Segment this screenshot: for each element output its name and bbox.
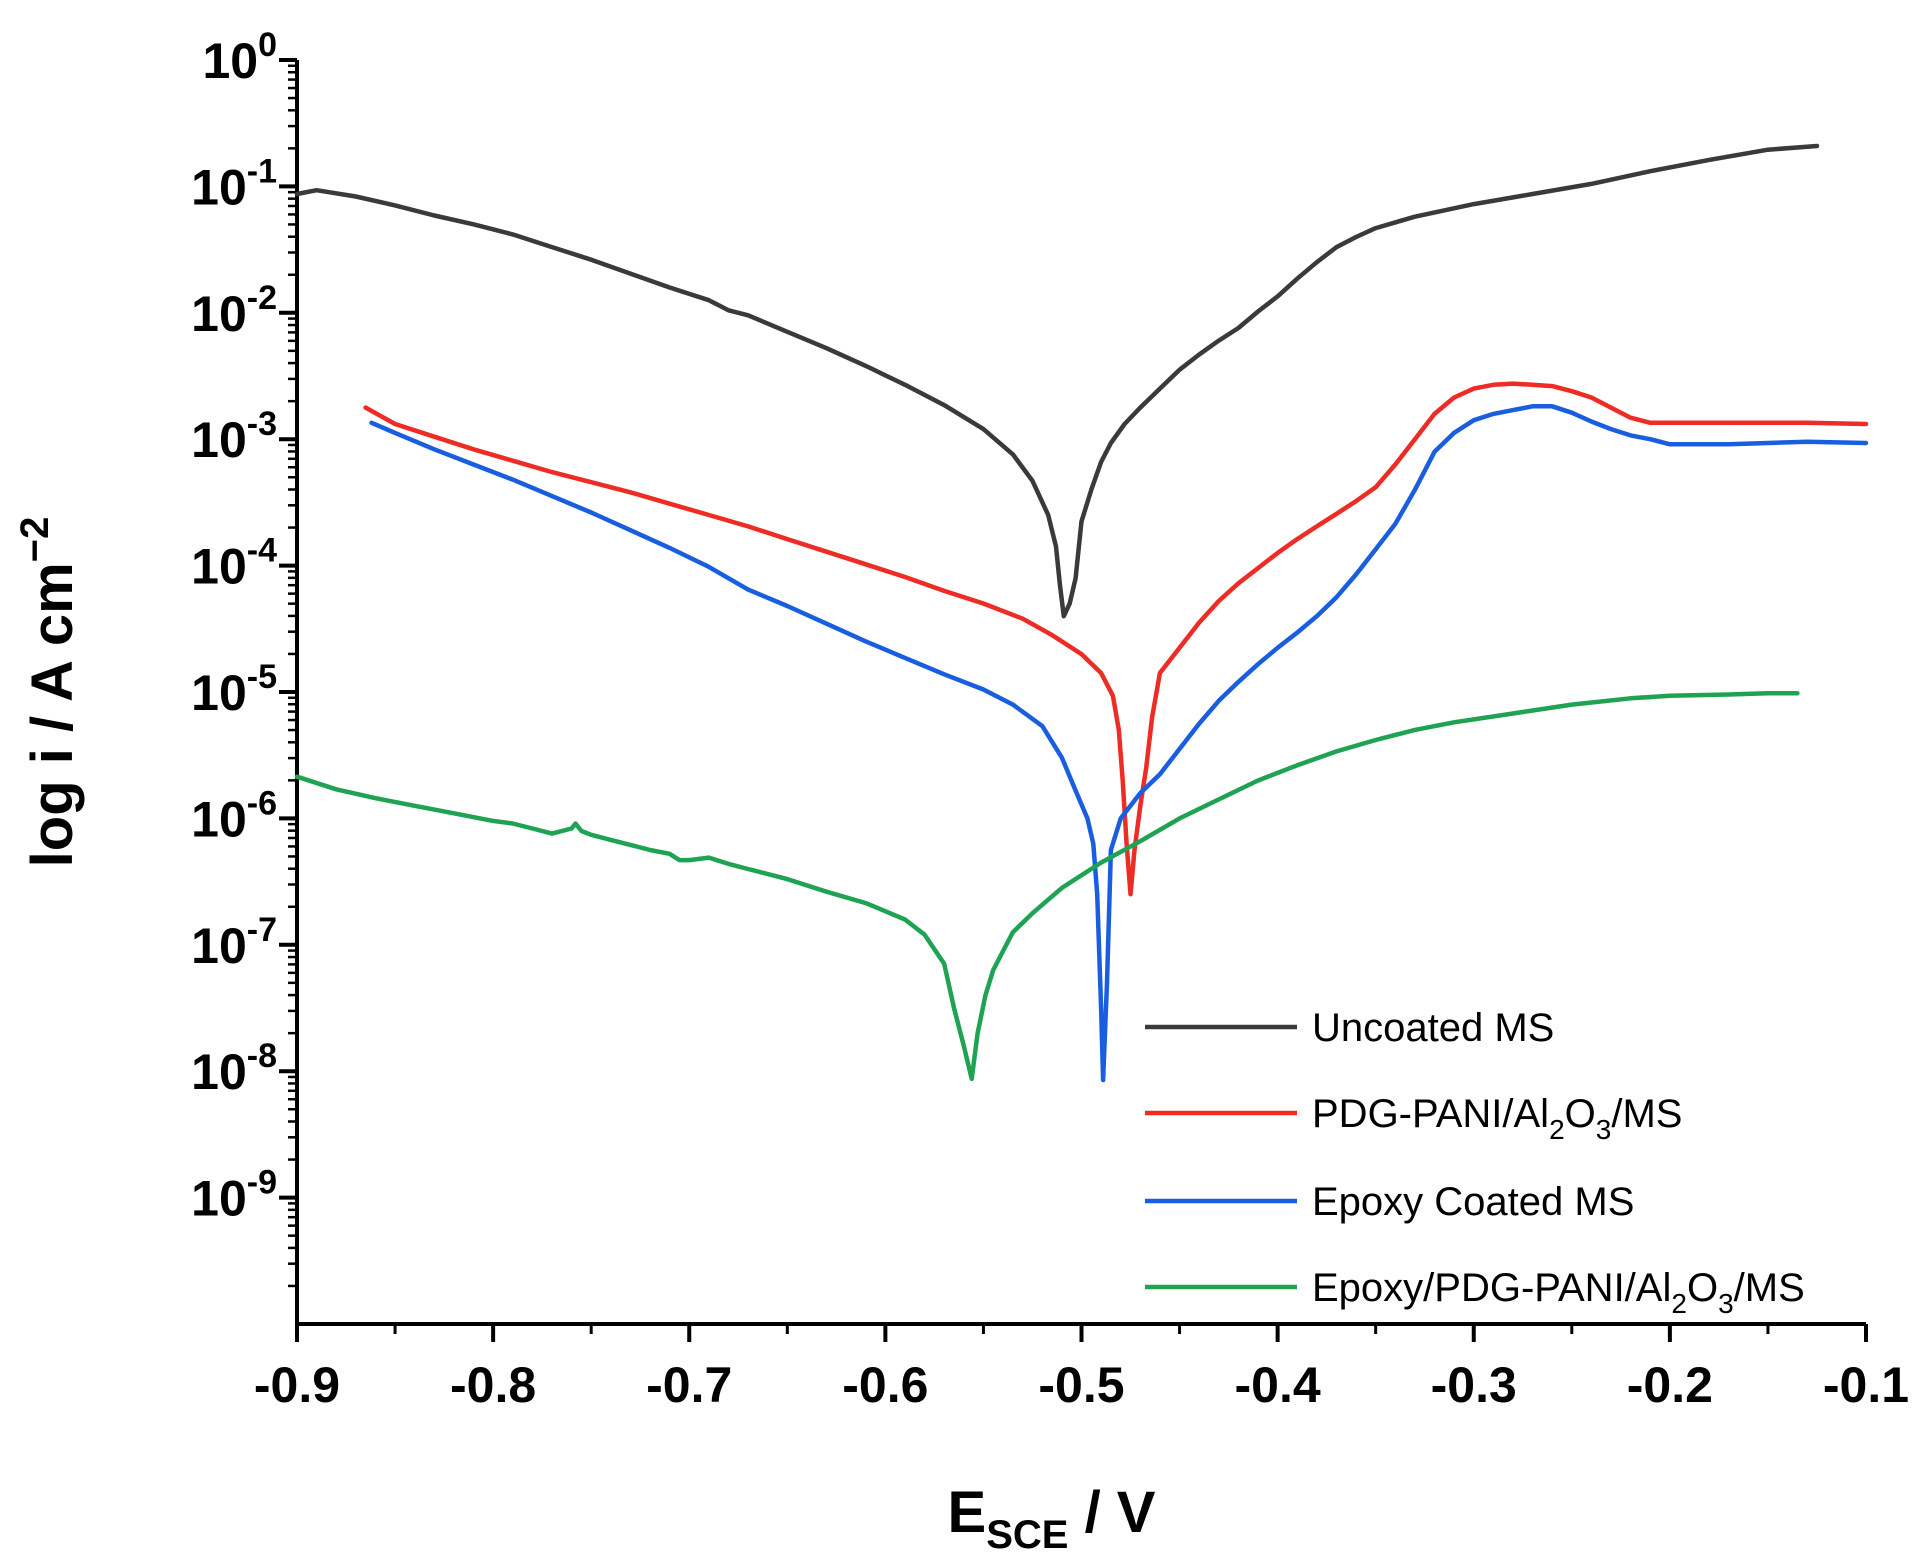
y-tick-label: 10-5	[191, 658, 277, 721]
x-tick-label: -0.3	[1431, 1357, 1517, 1413]
series-line-3	[294, 691, 1800, 1082]
y-tick-label: 100	[202, 26, 277, 89]
legend-label-part: /MS	[1734, 1266, 1805, 1310]
x-tick-label: -0.5	[1038, 1357, 1124, 1413]
legend-label-part: Epoxy/PDG-PANI/Al	[1312, 1266, 1671, 1310]
series-line-2	[369, 404, 1869, 1083]
legend-label-part: Uncoated MS	[1312, 1006, 1554, 1050]
y-tick-label: 10-8	[191, 1037, 277, 1100]
series-line-1	[363, 381, 1869, 897]
x-tick-label: -0.6	[842, 1357, 928, 1413]
y-tick-base: 10	[191, 1171, 247, 1227]
legend-label-part: 2	[1549, 1114, 1565, 1145]
y-tick-base: 10	[191, 918, 247, 974]
x-tick-label: -0.4	[1235, 1357, 1321, 1413]
y-tick-exponent: -6	[247, 784, 277, 822]
x-tick-label: -0.9	[254, 1357, 340, 1413]
x-tick-label: -0.1	[1823, 1357, 1909, 1413]
y-tick-exponent: -2	[247, 279, 277, 317]
legend-label-part: 2	[1671, 1288, 1687, 1319]
legend-label-part: /MS	[1611, 1092, 1682, 1136]
y-tick-exponent: -9	[247, 1164, 277, 1202]
y-tick-base: 10	[191, 286, 247, 342]
y-title-main: log i / A cm	[20, 562, 85, 867]
y-axis-title: log i / A cm−2	[13, 517, 85, 868]
y-tick-label: 10-3	[191, 405, 277, 468]
legend-label-part: O	[1687, 1266, 1718, 1310]
legend-label-part: PDG-PANI/Al	[1312, 1092, 1549, 1136]
y-tick-base: 10	[191, 159, 247, 215]
series-layer	[294, 143, 1869, 1083]
legend-label-1: PDG-PANI/Al2O3/MS	[1312, 1092, 1682, 1145]
y-tick-exponent: 0	[258, 26, 277, 64]
y-tick-label: 10-6	[191, 784, 277, 847]
y-tick-base: 10	[202, 33, 258, 89]
y-tick-exponent: -3	[247, 405, 277, 443]
legend-label-part: 3	[1718, 1288, 1734, 1319]
legend-label-part: O	[1565, 1092, 1596, 1136]
y-tick-exponent: -1	[247, 152, 277, 190]
x-tick-label: -0.2	[1627, 1357, 1713, 1413]
x-title-sub: SCE	[986, 1513, 1068, 1557]
y-tick-exponent: -5	[247, 658, 277, 696]
y-tick-base: 10	[191, 665, 247, 721]
y-tick-label: 10-7	[191, 911, 277, 974]
y-tick-label: 10-2	[191, 279, 277, 342]
y-tick-exponent: -4	[247, 532, 277, 570]
y-tick-base: 10	[191, 1044, 247, 1100]
legend-label-part: Epoxy Coated MS	[1312, 1180, 1634, 1224]
legend-label-3: Epoxy/PDG-PANI/Al2O3/MS	[1312, 1266, 1805, 1319]
legend-label-part: 3	[1596, 1114, 1612, 1145]
y-tick-base: 10	[191, 412, 247, 468]
x-title-rest: / V	[1068, 1480, 1155, 1545]
y-tick-label: 10-1	[191, 152, 277, 215]
x-tick-label: -0.7	[646, 1357, 732, 1413]
y-tick-exponent: -7	[247, 911, 277, 949]
y-tick-exponent: -8	[247, 1037, 277, 1075]
y-tick-base: 10	[191, 791, 247, 847]
x-axis-title: ESCE / V	[948, 1480, 1156, 1557]
y-tick-label: 10-4	[191, 532, 277, 595]
x-tick-label: -0.8	[450, 1357, 536, 1413]
axis-titles: ESCE / V log i / A cm−2	[13, 517, 1156, 1557]
series-line-0	[294, 143, 1820, 619]
y-title-exponent: −2	[13, 517, 57, 563]
axis-ticks: -0.9 -0.8 -0.7 -0.6 -0.5 -0.4 -0.3 -0.2 -0.11001…	[191, 26, 1909, 1413]
y-tick-base: 10	[191, 539, 247, 595]
x-title-main: E	[948, 1480, 987, 1545]
legend-label-0: Uncoated MS	[1312, 1006, 1554, 1050]
y-tick-label: 10-9	[191, 1164, 277, 1227]
legend-label-2: Epoxy Coated MS	[1312, 1180, 1634, 1224]
